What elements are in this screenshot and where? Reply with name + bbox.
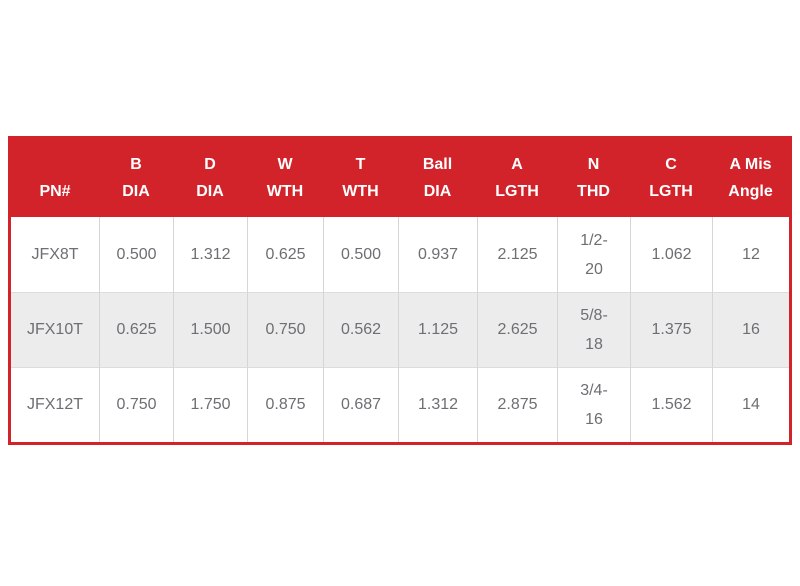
column-header-line1: W bbox=[277, 156, 293, 173]
column-header-d-dia: D DIA bbox=[173, 139, 247, 217]
table-cell: 1.062 bbox=[630, 217, 712, 292]
table-row: JFX10T 0.625 1.500 0.750 0.562 1.125 2.6… bbox=[11, 292, 789, 367]
table-cell: 1.375 bbox=[630, 292, 712, 367]
column-header-line1: Ball bbox=[422, 156, 453, 173]
column-header-line2: PN# bbox=[39, 183, 71, 200]
column-header-line1: B bbox=[130, 156, 142, 173]
column-header-line2: DIA bbox=[196, 183, 224, 200]
cell-part-number: JFX8T bbox=[11, 217, 99, 292]
column-header-b-dia: B DIA bbox=[99, 139, 173, 217]
column-header-line1: N bbox=[587, 156, 600, 173]
table-cell: 1.312 bbox=[398, 367, 477, 442]
column-header-line2: THD bbox=[577, 183, 610, 200]
column-header-c-lgth: C LGTH bbox=[630, 139, 712, 217]
table-row: JFX8T 0.500 1.312 0.625 0.500 0.937 2.12… bbox=[11, 217, 789, 292]
table-cell: 0.625 bbox=[247, 217, 323, 292]
table-cell: 0.500 bbox=[323, 217, 398, 292]
spec-table-container: PN# B DIA D DIA W WTH T bbox=[8, 136, 792, 445]
table-cell: 16 bbox=[712, 292, 789, 367]
table-cell: 1.750 bbox=[173, 367, 247, 442]
column-header-line1: D bbox=[204, 156, 216, 173]
column-header-n-thd: N THD bbox=[557, 139, 630, 217]
table-cell: 0.687 bbox=[323, 367, 398, 442]
column-header-line2: LGTH bbox=[649, 183, 693, 200]
table-cell: 0.750 bbox=[247, 292, 323, 367]
table-cell: 12 bbox=[712, 217, 789, 292]
table-cell: 0.500 bbox=[99, 217, 173, 292]
cell-part-number: JFX12T bbox=[11, 367, 99, 442]
table-cell: 1.562 bbox=[630, 367, 712, 442]
column-header-line2: LGTH bbox=[495, 183, 539, 200]
table-cell: 1/2-20 bbox=[557, 217, 630, 292]
column-header-pn: PN# bbox=[11, 139, 99, 217]
table-cell: 1.500 bbox=[173, 292, 247, 367]
column-header-line2: Angle bbox=[728, 183, 773, 200]
column-header-line2: WTH bbox=[266, 183, 304, 200]
spec-table: PN# B DIA D DIA W WTH T bbox=[8, 136, 792, 445]
table-cell: 5/8-18 bbox=[557, 292, 630, 367]
column-header-line2: DIA bbox=[423, 183, 452, 200]
table-cell: 1.312 bbox=[173, 217, 247, 292]
column-header-a-lgth: A LGTH bbox=[477, 139, 557, 217]
column-header-line1: A Mis bbox=[729, 156, 772, 173]
column-header-t-wth: T WTH bbox=[323, 139, 398, 217]
column-header-line2: WTH bbox=[342, 183, 379, 200]
table-cell: 0.625 bbox=[99, 292, 173, 367]
table-row: JFX12T 0.750 1.750 0.875 0.687 1.312 2.8… bbox=[11, 367, 789, 442]
cell-part-number: JFX10T bbox=[11, 292, 99, 367]
column-header-ball-dia: Ball DIA bbox=[398, 139, 477, 217]
table-cell: 2.625 bbox=[477, 292, 557, 367]
table-cell: 0.750 bbox=[99, 367, 173, 442]
table-cell: 0.875 bbox=[247, 367, 323, 442]
table-cell: 3/4-16 bbox=[557, 367, 630, 442]
table-cell: 2.875 bbox=[477, 367, 557, 442]
table-cell: 0.562 bbox=[323, 292, 398, 367]
column-header-line1: C bbox=[665, 156, 677, 173]
column-header-line1: T bbox=[355, 156, 366, 173]
column-header-line2: DIA bbox=[122, 183, 150, 200]
table-cell: 1.125 bbox=[398, 292, 477, 367]
table-cell: 14 bbox=[712, 367, 789, 442]
column-header-line1: A bbox=[511, 156, 523, 173]
column-header-w-wth: W WTH bbox=[247, 139, 323, 217]
table-cell: 0.937 bbox=[398, 217, 477, 292]
column-header-a-mis-angle: A Mis Angle bbox=[712, 139, 789, 217]
table-header-row: PN# B DIA D DIA W WTH T bbox=[11, 139, 789, 217]
table-cell: 2.125 bbox=[477, 217, 557, 292]
